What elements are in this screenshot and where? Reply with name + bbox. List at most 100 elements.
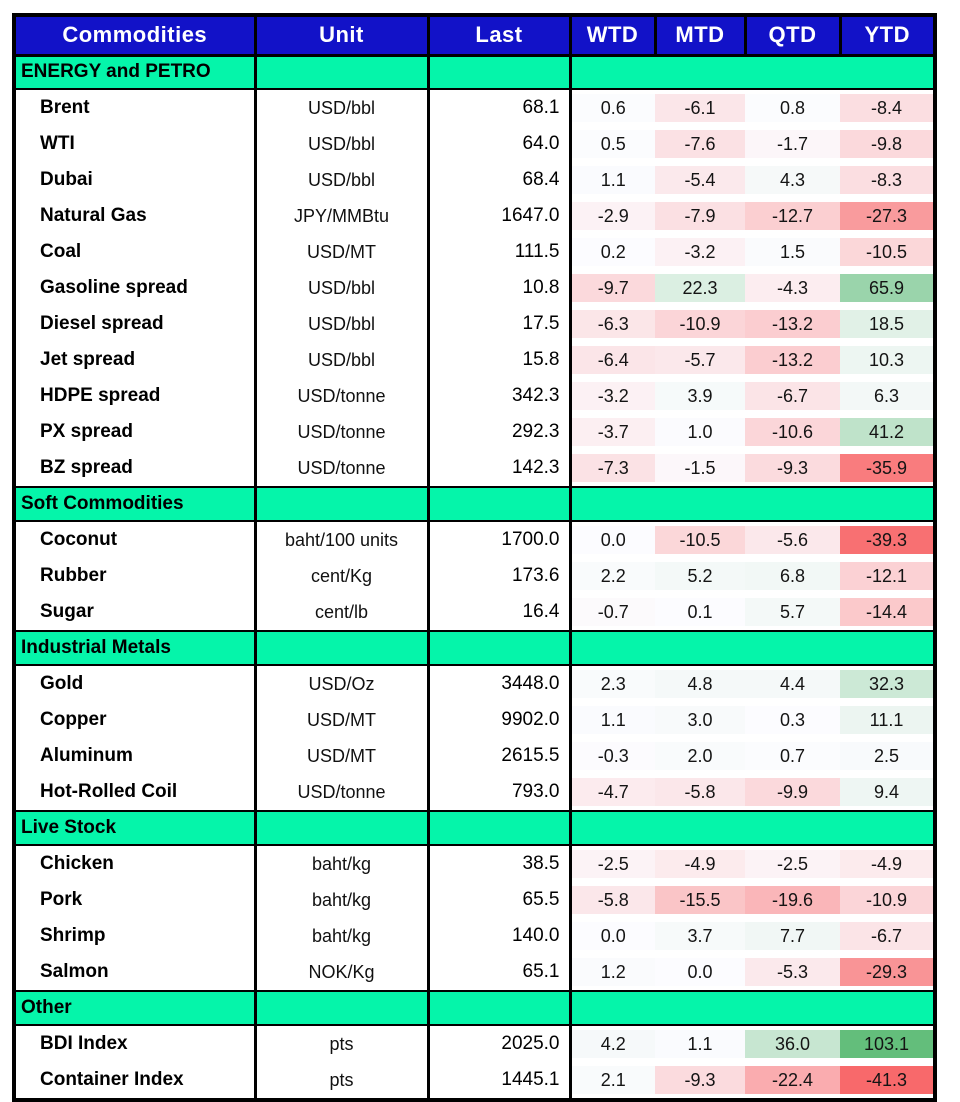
ytd-cell: 18.5 (840, 306, 935, 342)
last-value: 1700.0 (428, 521, 572, 558)
heat-fill: 41.2 (840, 418, 933, 446)
heat-fill: -3.2 (571, 382, 655, 410)
section-unit-cell (255, 810, 430, 846)
last-value: 15.8 (428, 342, 572, 378)
commodity-name: WTI (14, 126, 257, 162)
ytd-cell: 9.4 (840, 774, 935, 811)
unit-cell: baht/100 units (255, 521, 430, 558)
ytd-cell: -9.8 (840, 126, 935, 162)
last-value: 65.1 (428, 954, 572, 991)
ytd-cell: 32.3 (840, 665, 935, 702)
last-value: 111.5 (428, 234, 572, 270)
heat-fill: -5.6 (745, 526, 840, 554)
section-unit-cell (255, 54, 430, 90)
ytd-cell: -12.1 (840, 558, 935, 594)
mtd-cell: -4.9 (655, 845, 745, 882)
section-label: Live Stock (14, 810, 257, 846)
section-unit-cell (255, 990, 430, 1026)
unit-cell: USD/bbl (255, 89, 430, 126)
table-row: Coal USD/MT 111.5 0.2 -3.2 1.5 -10.5 (14, 234, 935, 270)
last-value: 68.1 (428, 89, 572, 126)
mtd-cell: -7.9 (655, 198, 745, 234)
heat-fill: -22.4 (745, 1066, 840, 1094)
section-last-cell (428, 630, 572, 666)
commodity-name: Pork (14, 882, 257, 918)
table-row: BZ spread USD/tonne 142.3 -7.3 -1.5 -9.3 -35.9 (14, 450, 935, 487)
qtd-cell: -12.7 (745, 198, 840, 234)
wtd-cell: -7.3 (570, 450, 655, 487)
ytd-cell: 41.2 (840, 414, 935, 450)
commodity-name: Sugar (14, 594, 257, 631)
table-row: Gasoline spread USD/bbl 10.8 -9.7 22.3 -4.3 65… (14, 270, 935, 306)
ytd-cell: -27.3 (840, 198, 935, 234)
wtd-cell: 4.2 (570, 1025, 655, 1062)
table-row: Rubber cent/Kg 173.6 2.2 5.2 6.8 -12.1 (14, 558, 935, 594)
qtd-cell: 7.7 (745, 918, 840, 954)
heat-fill: -27.3 (840, 202, 933, 230)
table-body: ENERGY and PETRO Brent USD/bbl 68.1 0.6 -6.1 0… (14, 54, 935, 1100)
commodity-name: Dubai (14, 162, 257, 198)
unit-cell: cent/Kg (255, 558, 430, 594)
commodity-name: Gasoline spread (14, 270, 257, 306)
section-heat-span (570, 486, 935, 522)
mtd-cell: 1.0 (655, 414, 745, 450)
heat-fill: 1.1 (571, 706, 655, 734)
table-row: Container Index pts 1445.1 2.1 -9.3 -22.4 -41.… (14, 1062, 935, 1100)
ytd-cell: -8.4 (840, 89, 935, 126)
unit-cell: pts (255, 1062, 430, 1100)
heat-fill: -12.1 (840, 562, 933, 590)
mtd-cell: -10.5 (655, 521, 745, 558)
commodity-name: Coconut (14, 521, 257, 558)
heat-fill: -7.6 (655, 130, 745, 158)
commodity-name: Rubber (14, 558, 257, 594)
qtd-cell: 0.3 (745, 702, 840, 738)
last-value: 65.5 (428, 882, 572, 918)
section-label: Soft Commodities (14, 486, 257, 522)
unit-cell: USD/tonne (255, 378, 430, 414)
mtd-cell: -5.4 (655, 162, 745, 198)
unit-cell: USD/bbl (255, 162, 430, 198)
unit-cell: USD/bbl (255, 306, 430, 342)
last-value: 17.5 (428, 306, 572, 342)
qtd-cell: 1.5 (745, 234, 840, 270)
mtd-cell: 2.0 (655, 738, 745, 774)
heat-fill: 2.1 (571, 1066, 655, 1094)
heat-fill: 3.7 (655, 922, 745, 950)
heat-fill: 4.3 (745, 166, 840, 194)
heat-fill: 9.4 (840, 778, 933, 806)
last-value: 793.0 (428, 774, 572, 811)
wtd-cell: -3.7 (570, 414, 655, 450)
commodity-name: BZ spread (14, 450, 257, 487)
header-row: Commodities Unit Last WTD MTD QTD YTD (12, 13, 937, 57)
unit-cell: USD/tonne (255, 450, 430, 487)
qtd-cell: -4.3 (745, 270, 840, 306)
wtd-cell: -5.8 (570, 882, 655, 918)
section-row: Soft Commodities (14, 486, 935, 522)
heat-fill: -1.5 (655, 454, 745, 482)
last-value: 2025.0 (428, 1025, 572, 1062)
heat-fill: 5.2 (655, 562, 745, 590)
wtd-cell: 0.5 (570, 126, 655, 162)
wtd-cell: -4.7 (570, 774, 655, 811)
table-row: HDPE spread USD/tonne 342.3 -3.2 3.9 -6.7 6.3 (14, 378, 935, 414)
last-value: 64.0 (428, 126, 572, 162)
table-row: Shrimp baht/kg 140.0 0.0 3.7 7.7 -6.7 (14, 918, 935, 954)
column-header-unit: Unit (253, 13, 430, 57)
heat-fill: -9.3 (745, 454, 840, 482)
unit-cell: baht/kg (255, 882, 430, 918)
heat-fill: 0.0 (571, 526, 655, 554)
table-row: Diesel spread USD/bbl 17.5 -6.3 -10.9 -13.2 18… (14, 306, 935, 342)
unit-cell: USD/bbl (255, 270, 430, 306)
heat-fill: -7.9 (655, 202, 745, 230)
heat-fill: 4.8 (655, 670, 745, 698)
mtd-cell: 3.9 (655, 378, 745, 414)
section-row: Live Stock (14, 810, 935, 846)
column-header-mtd: MTD (653, 13, 747, 57)
qtd-cell: -9.3 (745, 450, 840, 487)
heat-fill: -41.3 (840, 1066, 933, 1094)
mtd-cell: -15.5 (655, 882, 745, 918)
table-row: Gold USD/Oz 3448.0 2.3 4.8 4.4 32.3 (14, 665, 935, 702)
heat-fill: -3.7 (571, 418, 655, 446)
qtd-cell: 0.8 (745, 89, 840, 126)
commodity-name: Copper (14, 702, 257, 738)
